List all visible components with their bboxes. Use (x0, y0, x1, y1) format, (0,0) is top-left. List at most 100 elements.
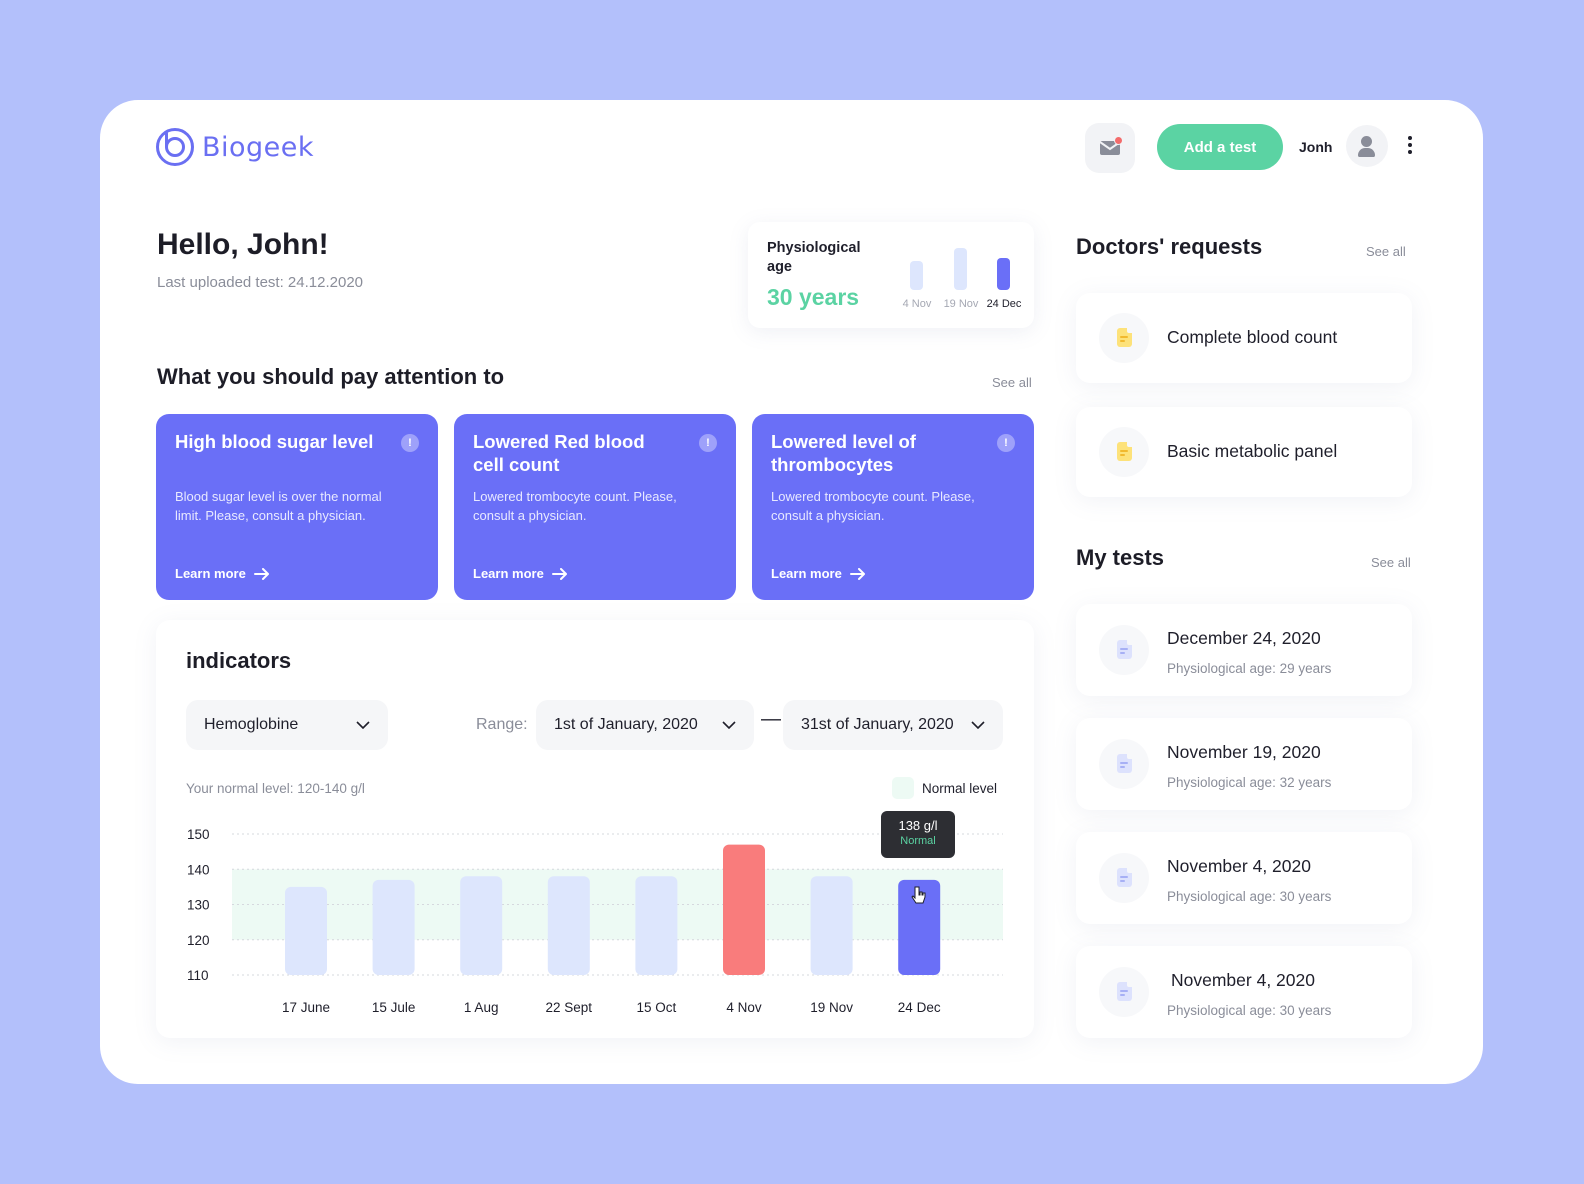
chevron-down-icon (722, 721, 736, 729)
attention-title: What you should pay attention to (157, 364, 505, 389)
user-name[interactable]: Jonh (1299, 139, 1333, 155)
page-title: Hello, John! (157, 228, 329, 261)
learn-more-link[interactable]: Learn more (771, 566, 866, 581)
info-icon[interactable]: ! (997, 434, 1015, 452)
doctors-see-all[interactable]: See all (1366, 244, 1406, 259)
test-age: Physiological age: 30 years (1167, 889, 1332, 904)
physio-bar-label: 24 Dec (986, 298, 1022, 310)
document-icon (1099, 853, 1149, 903)
request-label: Complete blood count (1167, 327, 1338, 347)
y-tick-label: 140 (187, 862, 210, 877)
physio-bar-label: 4 Nov (902, 298, 932, 310)
learn-more-label: Learn more (771, 566, 842, 581)
logo-icon (156, 128, 194, 166)
alert-text: Lowered trombocyte count. Please, consul… (771, 489, 975, 523)
notification-dot (1114, 136, 1123, 145)
last-upload-text: Last uploaded test: 24.12.2020 (157, 274, 364, 291)
x-tick-label: 4 Nov (726, 1000, 762, 1015)
physio-bar (910, 261, 923, 290)
range-from-value: 1st of January, 2020 (554, 716, 698, 733)
chart-bar (898, 879, 941, 975)
document-icon (1099, 427, 1149, 477)
test-item[interactable]: December 24, 2020 Physiological age: 29 … (1076, 604, 1412, 696)
test-age: Physiological age: 32 years (1167, 775, 1332, 790)
chart-bar (460, 876, 503, 975)
x-tick-label: 1 Aug (464, 1000, 499, 1015)
alert-title: High blood sugar level (175, 431, 374, 452)
chart-tooltip: 138 g/l Normal (881, 811, 955, 858)
request-item[interactable]: Complete blood count (1076, 293, 1412, 383)
test-date: November 4, 2020 (1171, 970, 1315, 990)
legend-label: Normal level (922, 780, 998, 796)
indicators-panel: indicators Hemoglobine Range: 1st of Jan… (156, 620, 1034, 1038)
physio-bar (997, 258, 1010, 290)
physio-bar-label: 19 Nov (943, 298, 979, 310)
learn-more-link[interactable]: Learn more (175, 566, 270, 581)
app-name: Biogeek (202, 131, 315, 163)
test-item[interactable]: November 4, 2020 Physiological age: 30 y… (1076, 946, 1412, 1038)
range-to-select[interactable]: 31st of January, 2020 (783, 700, 1003, 750)
alert-text: Blood sugar level is over the normal lim… (175, 489, 382, 523)
alert-card[interactable]: Lowered Red blood cell count ! Lowered t… (454, 414, 736, 600)
document-icon (1099, 739, 1149, 789)
physio-bar (954, 248, 967, 290)
alert-card[interactable]: High blood sugar level ! Blood sugar lev… (156, 414, 438, 600)
request-item[interactable]: Basic metabolic panel (1076, 407, 1412, 497)
alert-card[interactable]: Lowered level of thrombocytes ! Lowered … (752, 414, 1034, 600)
add-test-button[interactable]: Add a test (1157, 124, 1283, 170)
physio-label: Physiological age (767, 240, 861, 275)
hemoglobin-chart: 150 140 130 120 110 17 June 15 Jule 1 Aug 22 Sep… (187, 827, 1003, 1015)
x-tick-label: 15 Jule (372, 1000, 416, 1015)
learn-more-link[interactable]: Learn more (473, 566, 568, 581)
test-age: Physiological age: 30 years (1167, 1003, 1332, 1018)
info-icon[interactable]: ! (699, 434, 717, 452)
test-date: November 19, 2020 (1167, 742, 1321, 762)
x-tick-label: 24 Dec (898, 1000, 941, 1015)
physiological-age-card: Physiological age 30 years 4 Nov 19 Nov 24… (748, 222, 1034, 328)
chart-bar (547, 876, 590, 975)
indicator-select-value: Hemoglobine (204, 716, 299, 733)
x-tick-label: 19 Nov (810, 1000, 853, 1015)
y-tick-label: 120 (187, 933, 210, 948)
normal-level-text: Your normal level: 120-140 g/l (186, 781, 365, 796)
chart-bar (810, 876, 853, 975)
request-label: Basic metabolic panel (1167, 441, 1338, 461)
my-tests-title: My tests (1076, 545, 1165, 570)
learn-more-label: Learn more (175, 566, 246, 581)
attention-see-all[interactable]: See all (992, 375, 1032, 390)
document-icon (1099, 313, 1149, 363)
tests-see-all[interactable]: See all (1371, 555, 1411, 570)
chart-bar (285, 886, 327, 975)
app-logo[interactable]: Biogeek (156, 128, 314, 166)
x-tick-label: 15 Oct (637, 1000, 677, 1015)
range-to-value: 31st of January, 2020 (801, 716, 954, 733)
test-item[interactable]: November 4, 2020 Physiological age: 30 y… (1076, 832, 1412, 924)
alert-text: Lowered trombocyte count. Please, consul… (473, 489, 677, 523)
alert-title: Lowered Red blood cell count (473, 431, 645, 475)
avatar[interactable] (1346, 125, 1388, 167)
info-icon[interactable]: ! (401, 434, 419, 452)
indicators-title: indicators (186, 648, 292, 673)
user-icon (1361, 136, 1372, 147)
range-from-select[interactable]: 1st of January, 2020 (536, 700, 754, 750)
chart-legend: Normal level (892, 777, 997, 799)
physio-value: 30 years (767, 284, 860, 310)
chart-bar (723, 844, 765, 975)
test-date: November 4, 2020 (1167, 856, 1311, 876)
arrow-right-icon (849, 567, 865, 580)
indicator-select[interactable]: Hemoglobine (186, 700, 388, 750)
chart-bar (635, 876, 678, 975)
more-options-icon[interactable] (1405, 136, 1415, 158)
test-date: December 24, 2020 (1167, 628, 1321, 648)
chevron-down-icon (356, 721, 370, 729)
y-tick-label: 110 (187, 968, 209, 983)
dashboard-card: Biogeek Add a test Jonh Hello, John! Las… (100, 100, 1483, 1084)
y-tick-label: 150 (187, 827, 210, 842)
messages-button[interactable] (1085, 123, 1135, 173)
x-tick-label: 22 Sept (546, 1000, 593, 1015)
test-item[interactable]: November 19, 2020 Physiological age: 32 … (1076, 718, 1412, 810)
alert-title: Lowered level of thrombocytes (771, 431, 916, 475)
chevron-down-icon (971, 721, 985, 729)
range-label: Range: (476, 716, 528, 733)
x-tick-label: 17 June (282, 1000, 330, 1015)
